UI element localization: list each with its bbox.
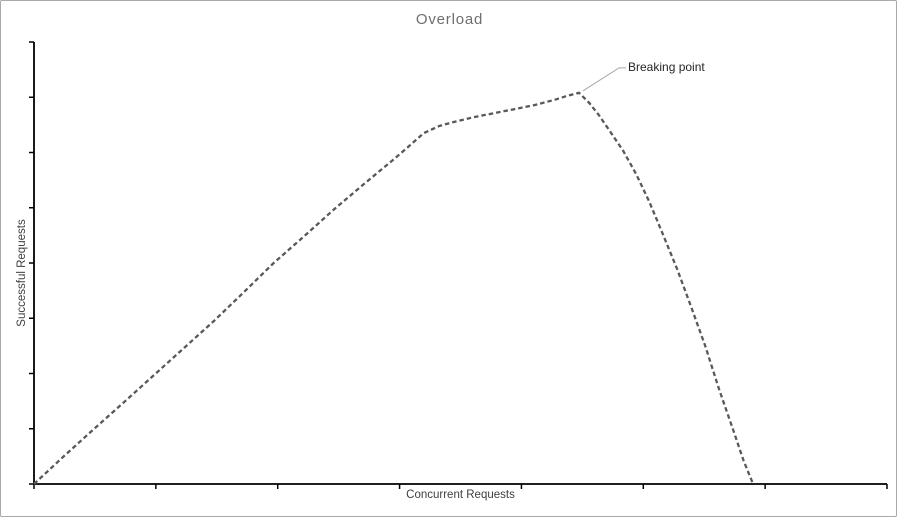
annotation-leader-line xyxy=(582,67,627,92)
x-axis-title: Concurrent Requests xyxy=(406,489,515,501)
y-axis-title: Successful Requests xyxy=(16,219,28,327)
chart-title: Overload xyxy=(415,11,484,28)
breaking-point-annotation: Breaking point xyxy=(628,60,705,74)
data-series-curve xyxy=(33,91,755,485)
